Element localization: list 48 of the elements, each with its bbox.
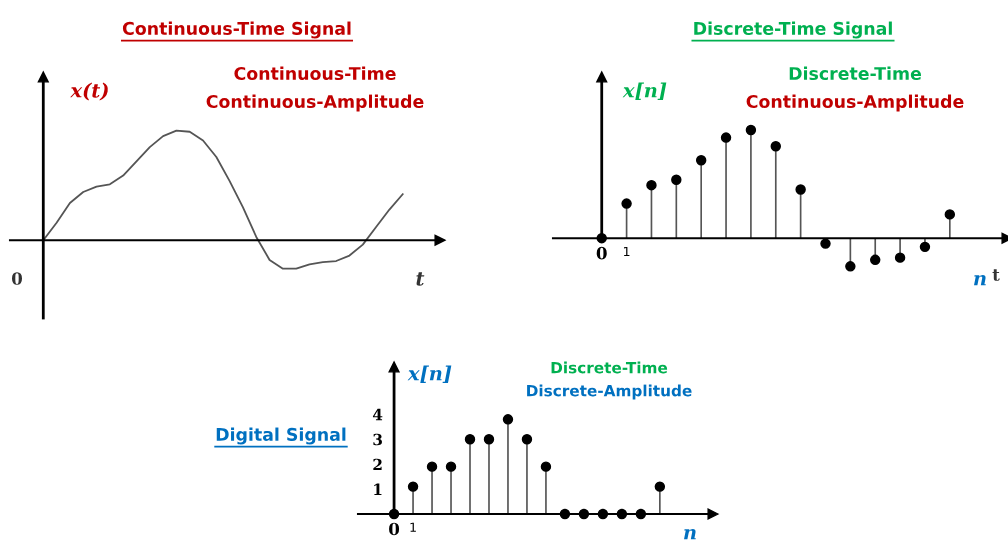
point	[388, 508, 400, 520]
y-axis-title: x[n]	[407, 365, 452, 383]
point	[870, 254, 881, 266]
y-axis-title: x[n]	[622, 82, 667, 100]
point	[559, 508, 571, 520]
point	[597, 508, 609, 520]
point	[646, 179, 657, 191]
text: t	[992, 269, 1000, 281]
point	[720, 132, 732, 143]
point	[795, 184, 806, 195]
x-axis-title: n	[974, 275, 986, 286]
text: Digital Signal	[216, 427, 346, 445]
point	[671, 174, 682, 185]
point	[502, 414, 514, 425]
y-tick-label: 1	[374, 483, 382, 495]
point	[745, 124, 757, 136]
x-axis-title: t	[416, 272, 425, 286]
point	[578, 508, 590, 520]
chart-subtitle: Discrete-Time Continuous-Amplitude	[746, 66, 964, 112]
point	[919, 241, 931, 253]
point	[540, 461, 552, 472]
y-tick-label: 3	[373, 433, 382, 446]
chart-subtitle: Continuous-Time Continuous-Amplitude	[206, 66, 424, 112]
point	[654, 481, 666, 492]
point	[845, 261, 856, 272]
point	[894, 252, 906, 263]
point	[464, 434, 476, 445]
point	[426, 461, 438, 472]
point	[944, 209, 956, 220]
point	[483, 434, 495, 445]
point	[445, 461, 457, 472]
y-axis-title: x(t)	[70, 82, 108, 101]
chart-subtitle: Discrete-Time Discrete-Amplitude	[527, 361, 692, 400]
text: 0	[11, 272, 23, 285]
point	[770, 141, 781, 152]
point	[695, 155, 707, 166]
point	[407, 481, 419, 492]
point	[635, 508, 647, 520]
chart-title: Discrete-Time Signal	[694, 21, 892, 39]
point	[596, 232, 607, 244]
point	[820, 238, 831, 249]
x-axis-title: n	[684, 529, 696, 540]
y-tick-label: 2	[373, 458, 382, 470]
point	[621, 198, 632, 209]
point	[521, 434, 533, 445]
y-tick-label: 4	[372, 408, 383, 421]
point	[616, 508, 628, 520]
chart-title: Continuous-Time Signal	[122, 21, 351, 39]
